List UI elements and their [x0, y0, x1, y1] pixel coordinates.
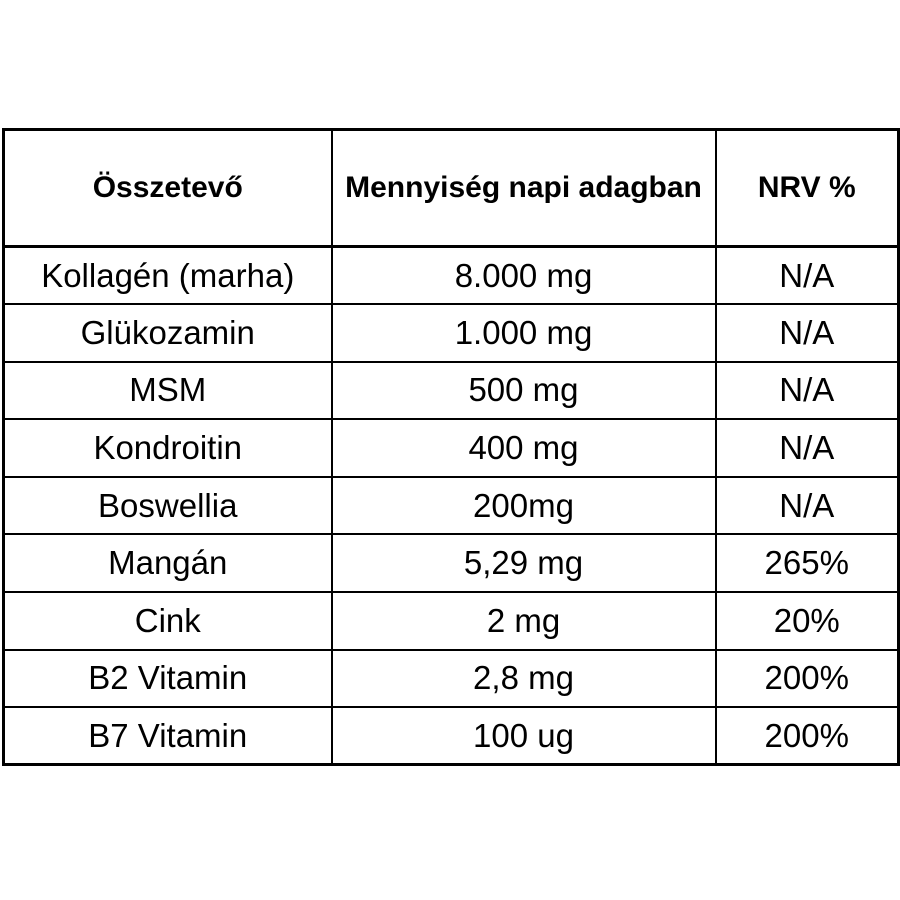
table-row: Glükozamin 1.000 mg N/A — [2, 303, 900, 363]
table-header: Összetevő Mennyiség napi adagban NRV % — [2, 128, 900, 248]
ingredient-cell: Kondroitin — [2, 418, 333, 478]
table-row: Mangán 5,29 mg 265% — [2, 533, 900, 594]
table-row: Kollagén (marha) 8.000 mg N/A — [2, 245, 900, 306]
nrv-cell: 200% — [714, 648, 900, 709]
ingredient-cell: Boswellia — [2, 475, 333, 536]
header-row: Összetevő Mennyiség napi adagban NRV % — [2, 128, 900, 248]
amount-cell: 200mg — [330, 475, 717, 536]
nrv-cell: N/A — [714, 360, 900, 421]
table-row: B2 Vitamin 2,8 mg 200% — [2, 648, 900, 709]
amount-cell: 5,29 mg — [330, 533, 717, 594]
table-row: Cink 2 mg 20% — [2, 591, 900, 651]
table-row: Boswellia 200mg N/A — [2, 475, 900, 536]
amount-cell: 8.000 mg — [330, 245, 717, 306]
nrv-cell: N/A — [714, 418, 900, 478]
amount-cell: 2,8 mg — [330, 648, 717, 709]
ingredient-cell: B7 Vitamin — [2, 706, 333, 767]
nrv-cell: N/A — [714, 475, 900, 536]
ingredient-cell: Glükozamin — [2, 303, 333, 363]
nrv-cell: N/A — [714, 303, 900, 363]
header-nrv-percent: NRV % — [714, 128, 900, 248]
nutrition-table: Összetevő Mennyiség napi adagban NRV % K… — [2, 128, 900, 767]
amount-cell: 1.000 mg — [330, 303, 717, 363]
amount-cell: 100 ug — [330, 706, 717, 767]
header-amount-per-daily-dose: Mennyiség napi adagban — [330, 128, 717, 248]
ingredient-cell: Mangán — [2, 533, 333, 594]
amount-cell: 400 mg — [330, 418, 717, 478]
nrv-cell: 20% — [714, 591, 900, 651]
table-row: B7 Vitamin 100 ug 200% — [2, 706, 900, 767]
table-row: Kondroitin 400 mg N/A — [2, 418, 900, 478]
nrv-cell: N/A — [714, 245, 900, 306]
header-ingredient: Összetevő — [2, 128, 333, 248]
table-body: Kollagén (marha) 8.000 mg N/A Glükozamin… — [2, 245, 900, 767]
table-row: MSM 500 mg N/A — [2, 360, 900, 421]
ingredient-cell: Kollagén (marha) — [2, 245, 333, 306]
ingredient-cell: Cink — [2, 591, 333, 651]
ingredient-cell: B2 Vitamin — [2, 648, 333, 709]
nrv-cell: 200% — [714, 706, 900, 767]
amount-cell: 2 mg — [330, 591, 717, 651]
amount-cell: 500 mg — [330, 360, 717, 421]
ingredient-cell: MSM — [2, 360, 333, 421]
nrv-cell: 265% — [714, 533, 900, 594]
